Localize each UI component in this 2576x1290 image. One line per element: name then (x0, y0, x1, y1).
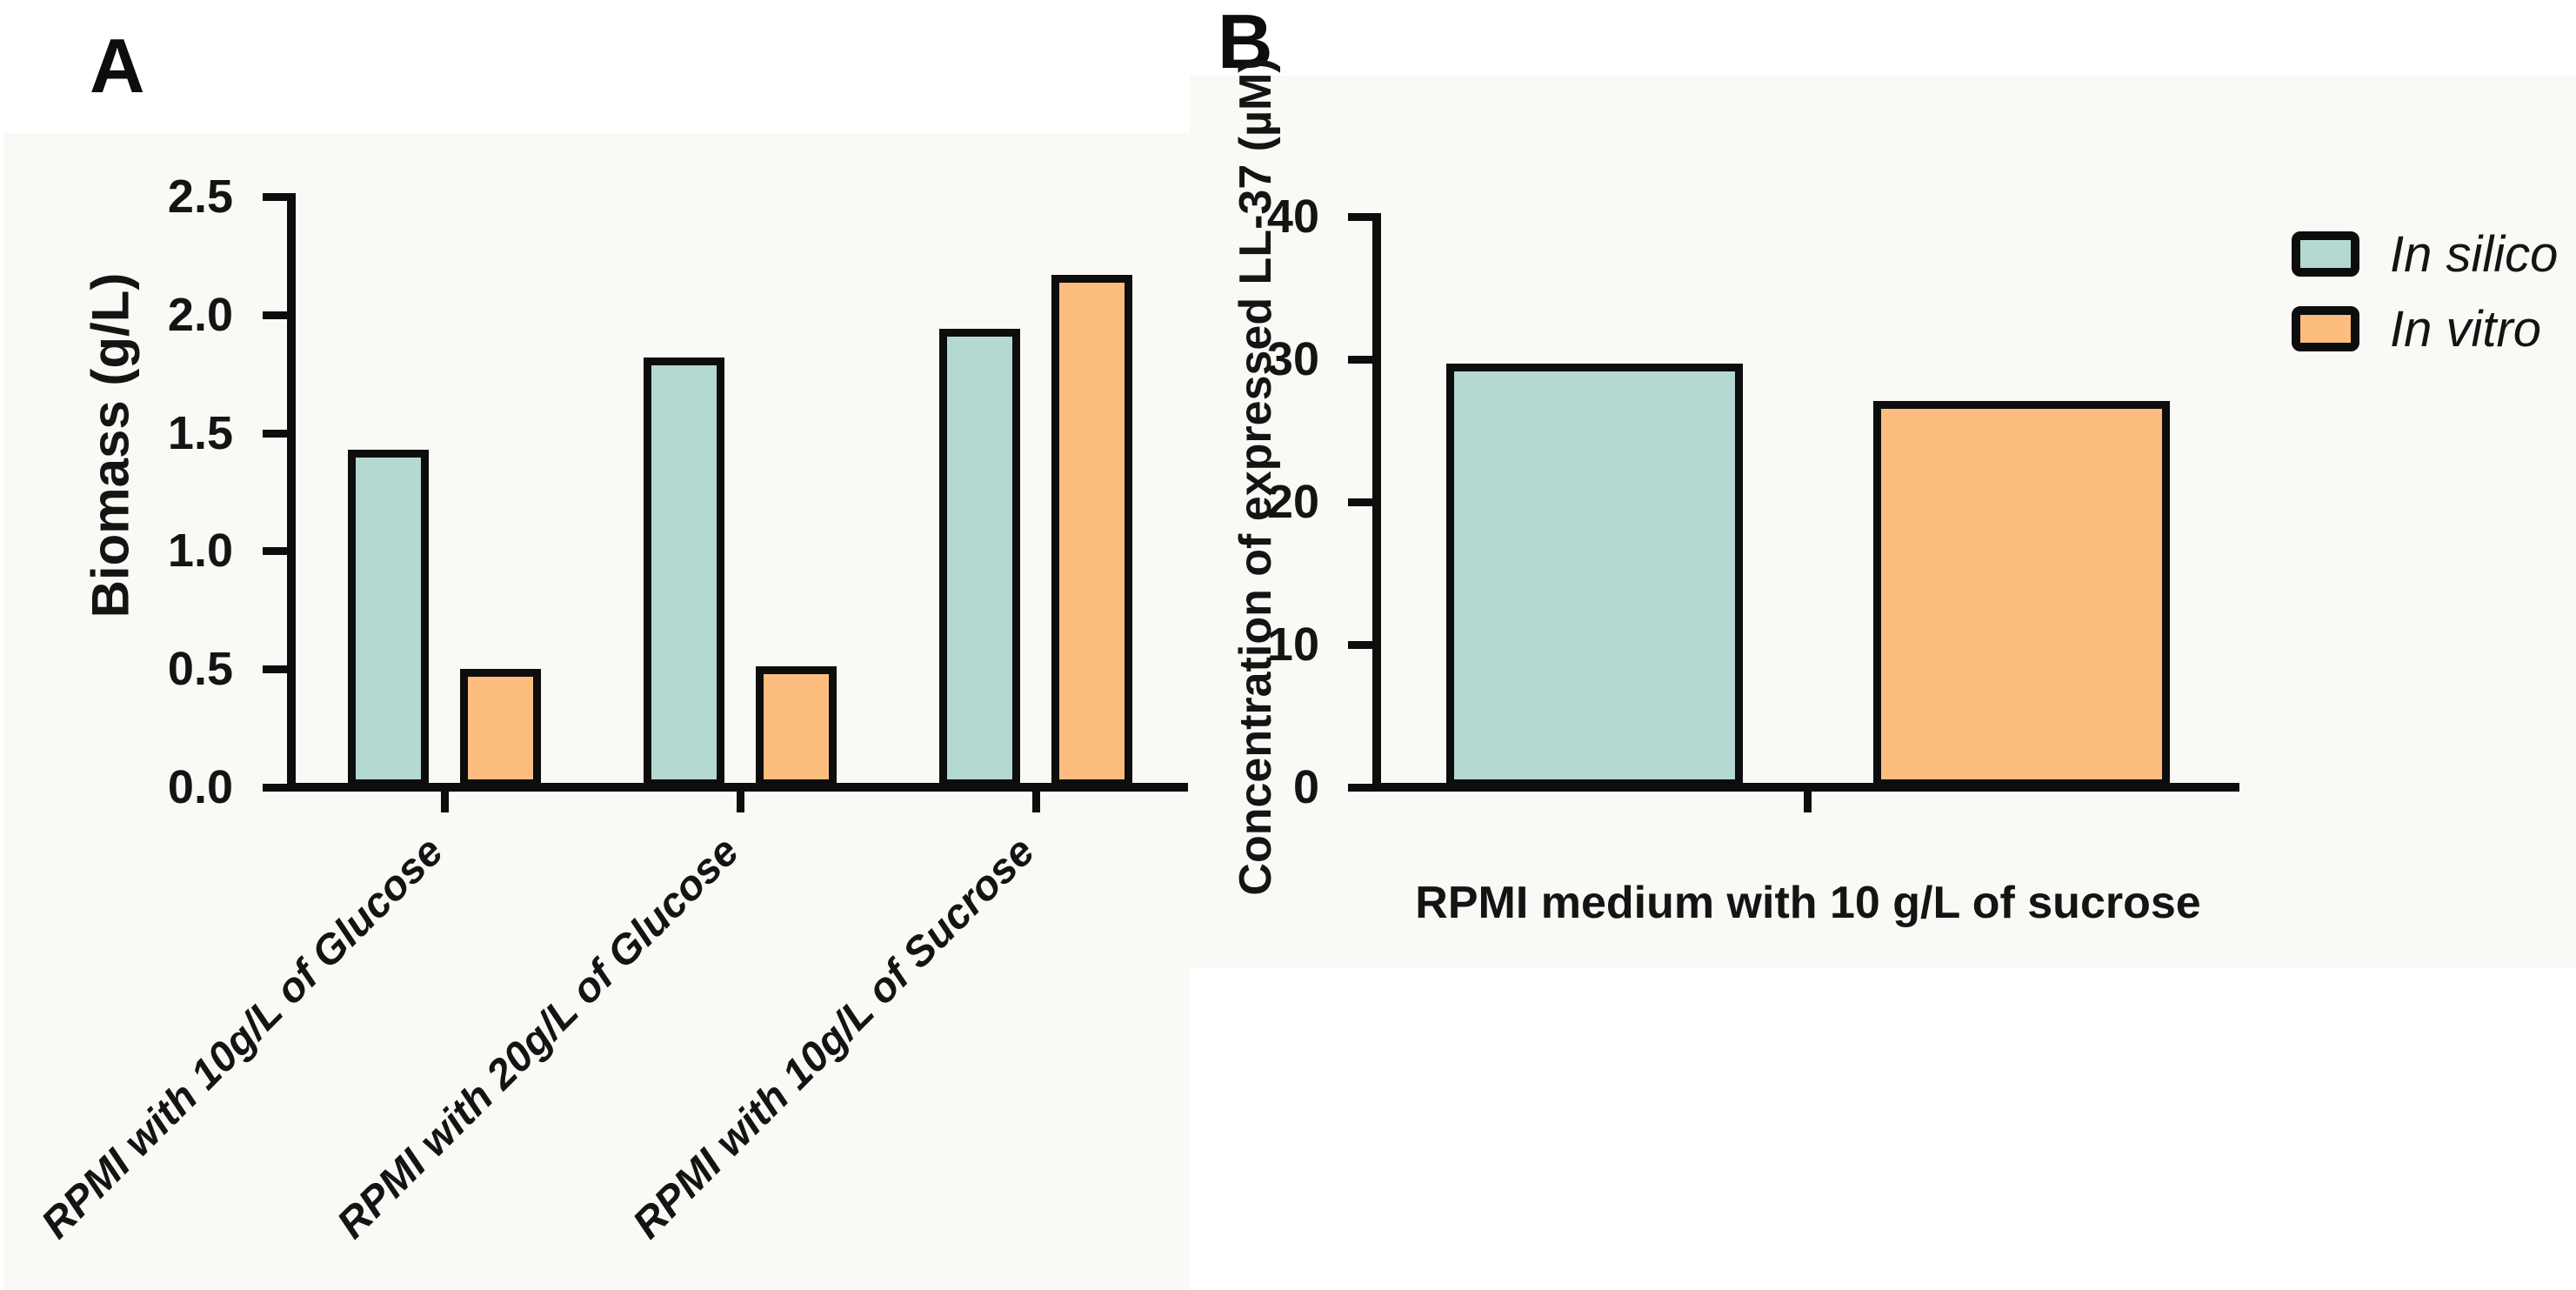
bar-in-vitro (1873, 401, 2170, 787)
bar-in-silico (939, 329, 1020, 787)
y-tick-label: 20 (1266, 476, 1319, 528)
bar-in-vitro (756, 666, 837, 787)
bar-in-vitro (1051, 275, 1132, 787)
y-tick-label: 0.0 (167, 761, 233, 813)
y-tick-mark (1348, 356, 1372, 364)
legend-swatch-in-vitro (2292, 306, 2359, 351)
y-tick-label: 2.0 (167, 289, 233, 341)
legend-label-in-vitro: In vitro (2390, 301, 2542, 358)
x-tick-mark (1032, 792, 1040, 812)
x-axis-line (287, 783, 1188, 792)
x-tick-mark (441, 792, 449, 812)
y-tick-mark (263, 547, 287, 555)
y-tick-label: 0 (1292, 761, 1319, 813)
x-tick-mark (1804, 792, 1812, 812)
y-tick-mark (263, 430, 287, 438)
y-tick-mark (263, 311, 287, 319)
y-tick-mark (1348, 213, 1372, 221)
y-tick-mark (1348, 498, 1372, 506)
x-tick-mark (737, 792, 744, 812)
y-axis-line (1372, 213, 1381, 792)
y-tick-mark (1348, 641, 1372, 649)
legend-label-in-silico: In silico (2390, 226, 2559, 283)
bar-in-silico (1446, 364, 1743, 787)
panel-a-letter: A (90, 23, 145, 109)
bar-in-vitro (460, 669, 541, 787)
bar-in-silico (644, 358, 724, 787)
legend-swatch-in-silico (2292, 231, 2359, 277)
y-tick-mark (263, 193, 287, 201)
y-tick-label: 1.0 (167, 525, 233, 577)
y-tick-mark (263, 784, 287, 792)
y-tick-label: 1.5 (167, 407, 233, 459)
panel-b-letter: B (1218, 0, 1273, 84)
y-tick-mark (1348, 784, 1372, 792)
y-tick-label: 30 (1266, 333, 1319, 385)
y-tick-mark (263, 665, 287, 673)
bar-in-silico (348, 450, 429, 787)
y-tick-label: 40 (1266, 190, 1319, 243)
y-tick-label: 0.5 (167, 643, 233, 695)
y-tick-label: 10 (1266, 618, 1319, 671)
panel-b-x-axis-label: RPMI medium with 10 g/L of sucrose (1415, 878, 2201, 928)
y-tick-label: 2.5 (167, 170, 233, 223)
y-axis-line (287, 193, 296, 792)
x-axis-line (1372, 783, 2239, 792)
